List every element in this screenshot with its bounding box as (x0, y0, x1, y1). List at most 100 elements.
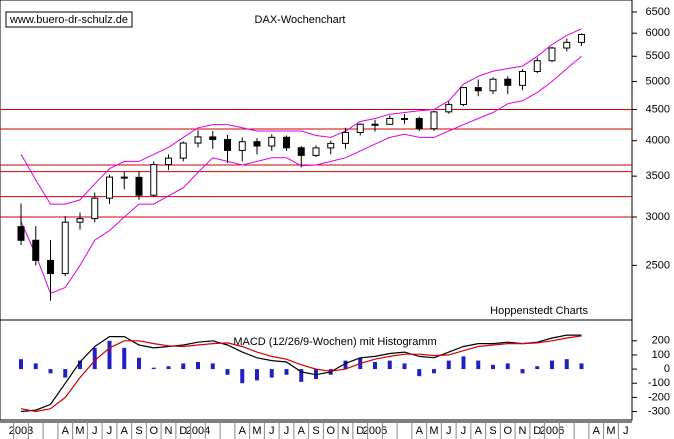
histogram-bar (402, 363, 407, 370)
histogram-bar (373, 362, 377, 370)
candle-body (386, 117, 394, 125)
series-line (20, 334, 582, 413)
candle-body (430, 111, 438, 130)
y-tick-label: 2500 (646, 259, 670, 271)
candle-body (519, 71, 526, 86)
histogram-bar (432, 369, 436, 374)
series-line (20, 28, 582, 205)
candle-body (91, 197, 99, 220)
x-tick-label: 2003 (9, 425, 33, 437)
source-box (5, 11, 133, 28)
x-tick-label: M (252, 425, 261, 437)
candle-body (194, 136, 202, 144)
histogram-bar (520, 369, 525, 374)
histogram-bar (181, 363, 186, 370)
histogram-bar (255, 369, 259, 381)
x-tick-label: S (489, 425, 496, 437)
histogram-bar (92, 347, 97, 370)
candle-body (32, 239, 40, 261)
x-tick-label: A (121, 425, 129, 437)
candle-body (401, 117, 408, 120)
x-tick-label: J (461, 425, 467, 437)
x-tick-label: J (284, 425, 290, 437)
histogram-bar (33, 363, 38, 370)
candle-body (297, 147, 305, 156)
y-tick-label: 3000 (646, 211, 670, 223)
histogram-bar (151, 367, 156, 370)
histogram-bar (314, 369, 318, 379)
candle-body (224, 139, 231, 151)
x-tick-label: A (416, 425, 424, 437)
x-tick-label: J (446, 425, 452, 437)
source: www.buero-dr-schulz.de (9, 14, 128, 26)
x-tick-label: N (519, 425, 527, 437)
histogram-bar (137, 357, 141, 370)
histogram-bar (269, 369, 274, 378)
candle-body (533, 60, 541, 73)
x-tick-label: 2006 (540, 425, 564, 437)
y-tick-label: 0 (664, 363, 670, 375)
histogram-bar (78, 360, 82, 370)
histogram-bar (491, 364, 495, 370)
x-tick-label: A (593, 425, 601, 437)
histogram-bar (63, 369, 68, 378)
histogram-bar (417, 369, 422, 377)
histogram-bar (107, 340, 112, 370)
x-tick-label: S (312, 425, 319, 437)
histogram-bar (225, 369, 230, 375)
y-tick-label: 5500 (646, 50, 670, 62)
candle-body (578, 34, 585, 43)
candle-body (342, 131, 349, 144)
candle-body (327, 142, 335, 149)
histogram-bar (240, 369, 245, 384)
x-tick-label: J (269, 425, 275, 437)
candle-body (150, 164, 158, 196)
x-tick-label: D (356, 425, 364, 437)
x-tick-label: D (533, 425, 541, 437)
candle-body (548, 47, 556, 62)
candle-body (415, 118, 423, 130)
y-tick-label: 200 (652, 335, 670, 347)
histogram-bar (210, 363, 215, 370)
x-tick-label: D (179, 425, 187, 437)
candle-body (356, 123, 364, 133)
candle-body (165, 157, 172, 166)
y-tick-label: 3500 (646, 170, 670, 182)
candle-body (268, 136, 276, 147)
y-tick-label: 5000 (646, 75, 670, 87)
histogram-bar (564, 359, 569, 370)
x-tick-label: M (75, 425, 84, 437)
annotation: Hoppenstedt Charts (490, 305, 588, 317)
histogram-bar (299, 369, 304, 382)
y-tick-label: 6500 (646, 6, 670, 18)
x-tick-label: S (135, 425, 142, 437)
candle-body (17, 226, 25, 241)
candle-body (563, 41, 571, 49)
x-tick-label: A (475, 425, 483, 437)
candle-body (135, 176, 143, 196)
histogram-bar (535, 366, 540, 370)
plot-frame (0, 0, 633, 421)
x-tick-label: O (149, 425, 158, 437)
x-tick-label: A (298, 425, 306, 437)
x-tick-label: O (503, 425, 512, 437)
candle-body (283, 136, 290, 149)
candle-body (61, 221, 69, 275)
candle-body (489, 78, 497, 92)
x-tick-label: N (165, 425, 173, 437)
histogram-bar (579, 363, 584, 370)
histogram-bar (446, 360, 451, 370)
histogram-bar (550, 360, 554, 370)
candle-body (209, 136, 217, 141)
candle-body (445, 103, 453, 113)
histogram-bar (48, 369, 53, 374)
x-tick-label: M (429, 425, 438, 437)
x-tick-label: 2004 (186, 425, 210, 437)
x-tick-label: O (326, 425, 335, 437)
x-tick-label: J (107, 425, 113, 437)
y-tick-label: -200 (648, 391, 670, 403)
candle-body (460, 87, 467, 105)
x-tick-label: N (342, 425, 350, 437)
histogram-bar (505, 363, 510, 370)
